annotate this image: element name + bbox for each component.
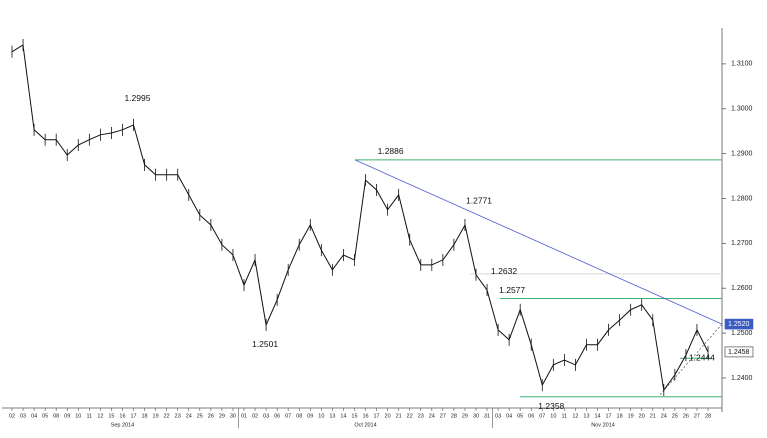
x-tick-label: 17	[374, 413, 380, 419]
x-tick-label: 18	[142, 413, 148, 419]
x-tick-label: 30	[473, 413, 479, 419]
price-tag-box	[724, 318, 754, 330]
price-tag-label: 1.2458	[728, 349, 750, 356]
x-tick-label: 16	[119, 413, 125, 419]
price-annotation: 1.2358	[538, 401, 564, 411]
x-tick-label: 24	[186, 413, 192, 419]
x-tick-label: 06	[528, 413, 534, 419]
month-label: Oct 2014	[354, 422, 376, 428]
x-tick-label: 09	[64, 413, 70, 419]
y-tick-label: 1.2700	[731, 240, 753, 247]
x-tick-label: 01	[241, 413, 247, 419]
x-tick-label: 04	[506, 413, 512, 419]
month-label: Sep 2014	[111, 422, 135, 428]
price-tag-box	[724, 346, 754, 358]
x-tick-label: 07	[285, 413, 291, 419]
x-tick-label: 03	[20, 413, 26, 419]
trend-line	[354, 159, 723, 325]
x-tick-label: 25	[197, 413, 203, 419]
x-tick-label: 24	[661, 413, 667, 419]
price-annotation: 1.2501	[252, 339, 278, 349]
price-annotation: 1.2632	[491, 266, 517, 276]
x-tick-label: 15	[108, 413, 114, 419]
x-tick-label: 05	[42, 413, 48, 419]
x-tick-label: 24	[429, 413, 435, 419]
x-tick-label: 11	[86, 413, 92, 419]
x-tick-label: 17	[606, 413, 612, 419]
x-tick-label: 19	[153, 413, 159, 419]
x-tick-label: 20	[639, 413, 645, 419]
x-tick-label: 06	[274, 413, 280, 419]
x-tick-label: 08	[53, 413, 59, 419]
x-tick-label: 31	[484, 413, 490, 419]
x-tick-label: 29	[219, 413, 225, 419]
price-annotation: 1.2995	[124, 93, 150, 103]
x-tick-label: 21	[650, 413, 656, 419]
x-tick-label: 09	[307, 413, 313, 419]
price-line	[11, 44, 709, 392]
price-annotation: 1.2444	[689, 352, 715, 362]
x-tick-label: 25	[672, 413, 678, 419]
y-tick-label: 1.3000	[731, 106, 753, 113]
x-tick-label: 22	[407, 413, 413, 419]
x-tick-label: 02	[252, 413, 258, 419]
x-tick-label: 26	[208, 413, 214, 419]
x-tick-label: 26	[683, 413, 689, 419]
price-annotation: 1.2771	[466, 196, 492, 206]
x-tick-label: 23	[175, 413, 181, 419]
month-label: Nov 2014	[591, 422, 615, 428]
y-tick-label: 1.2600	[731, 285, 753, 292]
price-tag-label: 1.2520	[728, 321, 750, 328]
x-tick-label: 20	[385, 413, 391, 419]
x-tick-label: 23	[418, 413, 424, 419]
x-tick-label: 15	[351, 413, 357, 419]
x-tick-label: 22	[164, 413, 170, 419]
x-tick-label: 04	[31, 413, 37, 419]
y-tick-label: 1.2400	[731, 375, 753, 382]
x-tick-label: 13	[583, 413, 589, 419]
x-tick-label: 08	[296, 413, 302, 419]
x-tick-label: 02	[9, 413, 15, 419]
x-tick-label: 29	[462, 413, 468, 419]
x-tick-label: 14	[340, 413, 346, 419]
y-tick-label: 1.2800	[731, 195, 753, 202]
x-tick-label: 18	[617, 413, 623, 419]
y-tick-label: 1.3100	[731, 61, 753, 68]
y-tick-label: 1.2500	[731, 330, 753, 337]
x-tick-label: 10	[75, 413, 81, 419]
x-tick-label: 13	[329, 413, 335, 419]
x-tick-label: 28	[451, 413, 457, 419]
x-tick-label: 16	[362, 413, 368, 419]
x-tick-label: 28	[705, 413, 711, 419]
x-tick-label: 19	[628, 413, 634, 419]
x-tick-label: 10	[550, 413, 556, 419]
x-tick-label: 21	[396, 413, 402, 419]
price-annotation: 1.2886	[378, 146, 404, 156]
y-tick-label: 1.2900	[731, 150, 753, 157]
x-tick-label: 11	[562, 413, 568, 419]
x-tick-label: 10	[318, 413, 324, 419]
x-tick-label: 30	[230, 413, 236, 419]
x-tick-label: 12	[572, 413, 578, 419]
x-tick-label: 03	[495, 413, 501, 419]
x-tick-label: 07	[539, 413, 545, 419]
x-tick-label: 14	[594, 413, 600, 419]
x-tick-label: 12	[97, 413, 103, 419]
x-tick-label: 27	[440, 413, 446, 419]
x-tick-label: 05	[517, 413, 523, 419]
price-annotation: 1.2577	[499, 285, 525, 295]
x-tick-label: 27	[694, 413, 700, 419]
x-tick-label: 03	[263, 413, 269, 419]
x-tick-label: 17	[130, 413, 136, 419]
